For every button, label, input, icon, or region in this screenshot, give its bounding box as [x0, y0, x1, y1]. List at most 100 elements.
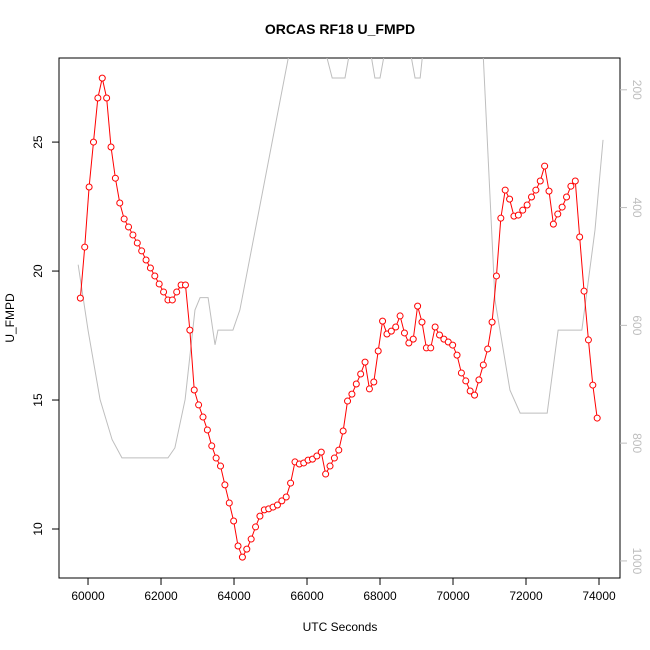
data-point [541, 162, 549, 170]
data-point [501, 186, 509, 194]
data-point [558, 203, 566, 211]
data-point [335, 446, 343, 454]
plot-frame [58, 57, 621, 579]
y-tick-label: 20 [31, 264, 45, 278]
data-point [339, 427, 347, 435]
data-point [571, 177, 579, 185]
data-point [282, 493, 290, 501]
x-tick-label: 68000 [363, 589, 397, 603]
y2-tick-label: 200 [630, 80, 644, 100]
data-point [155, 280, 163, 288]
data-point [173, 288, 181, 296]
data-point [230, 517, 238, 525]
data-point [352, 380, 360, 388]
data-point [527, 193, 535, 201]
data-point [212, 454, 220, 462]
data-point [427, 344, 435, 352]
data-point [199, 413, 207, 421]
data-point [273, 501, 281, 509]
data-point [514, 211, 522, 219]
data-point [392, 323, 400, 331]
data-point [89, 138, 97, 146]
data-point [138, 247, 146, 255]
data-point [370, 378, 378, 386]
data-point [405, 339, 413, 347]
plot-area [76, 58, 604, 561]
data-point [400, 329, 408, 337]
data-point [317, 448, 325, 456]
data-point [479, 361, 487, 369]
data-point [125, 223, 133, 231]
data-point [488, 318, 496, 326]
data-point [278, 497, 286, 505]
data-point [111, 174, 119, 182]
data-point [238, 553, 246, 561]
data-point [484, 345, 492, 353]
y-tick-label: 10 [31, 522, 45, 536]
data-point [436, 331, 444, 339]
data-point [326, 462, 334, 470]
data-point [195, 401, 203, 409]
data-point [431, 323, 439, 331]
data-point [475, 376, 483, 384]
x-tick-label: 62000 [144, 589, 178, 603]
data-point [190, 386, 198, 394]
data-point [256, 512, 264, 520]
data-point [580, 287, 588, 295]
y2-tick-label: 1000 [630, 548, 644, 575]
data-point [203, 426, 211, 434]
data-point [234, 542, 242, 550]
x-tick-label: 72000 [509, 589, 543, 603]
data-point [462, 377, 470, 385]
y-tick-label: 25 [31, 135, 45, 149]
data-point [287, 479, 295, 487]
data-point [225, 499, 233, 507]
data-point [168, 296, 176, 304]
data-point [492, 272, 500, 280]
data-point [523, 201, 531, 209]
data-point [129, 231, 137, 239]
data-point [453, 351, 461, 359]
y2-tick-label: 400 [630, 198, 644, 218]
data-point [107, 143, 115, 151]
data-point [387, 327, 395, 335]
x-tick-label: 70000 [436, 589, 470, 603]
data-point [313, 452, 321, 460]
data-point [186, 326, 194, 334]
data-point [593, 414, 601, 422]
data-point [549, 220, 557, 228]
data-point [133, 239, 141, 247]
data-point [81, 243, 89, 251]
data-point [361, 358, 369, 366]
data-point [414, 302, 422, 310]
data-point [466, 387, 474, 395]
data-point [217, 462, 225, 470]
chart-title: ORCAS RF18 U_FMPD [265, 21, 415, 37]
data-point [471, 391, 479, 399]
data-point [532, 186, 540, 194]
data-point [589, 381, 597, 389]
data-point [243, 545, 251, 553]
data-point [536, 177, 544, 185]
data-point [252, 523, 260, 531]
data-point [563, 193, 571, 201]
y-tick-label: 15 [31, 393, 45, 407]
data-point [409, 335, 417, 343]
data-point [116, 199, 124, 207]
data-point [103, 94, 111, 102]
data-point [418, 318, 426, 326]
data-point [247, 535, 255, 543]
data-point [208, 442, 216, 450]
data-point [554, 210, 562, 218]
data-point [160, 288, 168, 296]
data-point [98, 74, 106, 82]
data-point [457, 369, 465, 377]
x-tick-label: 60000 [71, 589, 105, 603]
x-tick-label: 66000 [290, 589, 324, 603]
data-point [357, 370, 365, 378]
data-point [146, 264, 154, 272]
data-point [142, 256, 150, 264]
y2-tick-label: 600 [630, 315, 644, 335]
data-point [584, 336, 592, 344]
